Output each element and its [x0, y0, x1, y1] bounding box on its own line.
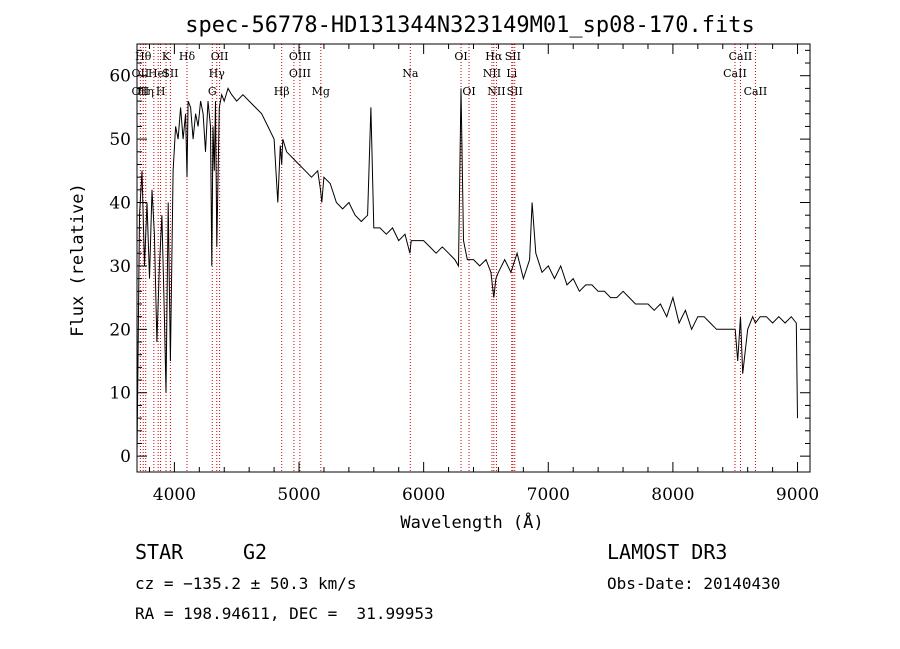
plot-frame [136, 43, 811, 473]
line-label: HeI [148, 67, 168, 80]
line-label: Na [402, 67, 419, 80]
y-tick-label: 10 [109, 384, 131, 404]
x-tick-label: 6000 [402, 485, 445, 505]
line-label: Hβ [274, 85, 290, 98]
x-tick-label: 5000 [277, 485, 320, 505]
line-label: SII [507, 85, 523, 98]
line-label: NII [483, 67, 501, 80]
x-tick-label: 7000 [527, 485, 570, 505]
line-label: NII [487, 85, 505, 98]
x-tick-label: 4000 [153, 485, 196, 505]
line-markers [139, 44, 756, 472]
y-tick-label: 30 [109, 257, 131, 277]
x-axis-label: Wavelength (Å) [400, 511, 543, 533]
chart-title: spec-56778-HD131344N323149M01_sp08-170.f… [185, 13, 755, 38]
line-label: SII [505, 50, 521, 63]
line-label: Hγ [209, 67, 226, 80]
y-axis-label: Flux (relative) [68, 183, 88, 337]
line-label: Hα [485, 50, 503, 63]
line-label: OII [132, 85, 150, 98]
line-label: Hη [138, 85, 154, 98]
observation-date: Obs-Date: 20140430 [607, 574, 781, 593]
line-label: Hδ [179, 50, 196, 63]
line-label: CaII [723, 67, 747, 80]
line-label: CaII [744, 85, 768, 98]
line-label: OII [132, 67, 150, 80]
line-label: K [162, 50, 171, 63]
line-label: OIII [289, 67, 311, 80]
y-tick-label: 40 [109, 194, 131, 214]
y-tick-label: 60 [109, 67, 131, 87]
y-tick-label: 0 [120, 447, 131, 467]
survey-name: LAMOST DR3 [607, 540, 728, 564]
line-label: G [208, 85, 217, 98]
coordinates-readout: RA = 198.94611, DEC = 31.99953 [135, 604, 434, 623]
line-label: OIII [289, 50, 311, 63]
line-label: H [156, 85, 166, 98]
line-label: Li [506, 67, 517, 80]
line-label: CaII [729, 50, 753, 63]
x-tick-label: 9000 [776, 485, 819, 505]
line-label: OI [454, 50, 467, 63]
y-tick-label: 50 [109, 130, 131, 150]
x-tick-label: 8000 [651, 485, 694, 505]
y-tick-label: 20 [109, 320, 131, 340]
object-subclass: G2 [243, 540, 268, 564]
line-label: Hθ [135, 50, 152, 63]
line-label: OII [211, 50, 229, 63]
line-label: Mg [312, 85, 330, 98]
object-class: STAR [135, 540, 184, 564]
spectrum-line [136, 87, 798, 457]
velocity-readout: cz = −135.2 ± 50.3 km/s [135, 574, 357, 593]
x-axis-ticks: 4000 5000 6000 7000 8000 9000 [148, 44, 819, 505]
line-label: SII [162, 67, 178, 80]
y-axis-ticks: 0 10 20 30 40 50 60 [109, 49, 810, 467]
line-label: OI [462, 85, 475, 98]
